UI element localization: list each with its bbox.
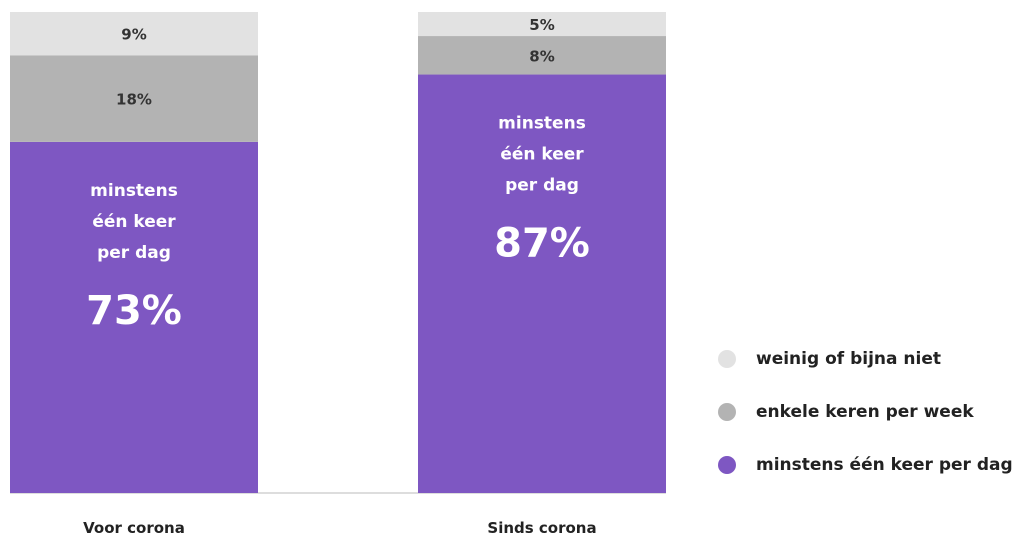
value-label-minstens-1: 73% bbox=[86, 288, 182, 334]
legend-swatch-enkele bbox=[718, 402, 736, 421]
bars: minstens één keer per dag 73% 18% 9% Voor coro… bbox=[10, 12, 666, 537]
value-label-weinig-2: 5% bbox=[529, 16, 554, 34]
value-label-minstens-2: 87% bbox=[494, 221, 590, 267]
segment-caption-line-1-1: minstens bbox=[90, 181, 178, 201]
category-label-1: Voor corona bbox=[83, 519, 185, 537]
bar-segment-minstens-1 bbox=[10, 141, 258, 493]
bar-segment-minstens-2 bbox=[418, 74, 666, 493]
segment-caption-line-2-3: per dag bbox=[505, 176, 579, 196]
legend-swatch-minstens bbox=[718, 455, 736, 474]
bar-segment-enkele-2 bbox=[418, 36, 666, 75]
segment-caption-line-2-1: minstens bbox=[498, 114, 586, 134]
category-label-2: Sinds corona bbox=[487, 519, 596, 537]
value-label-enkele-2: 8% bbox=[529, 47, 554, 65]
segment-caption-line-1-3: per dag bbox=[97, 243, 171, 263]
legend-label-weinig: weinig of bijna niet bbox=[756, 348, 941, 369]
value-label-enkele-1: 18% bbox=[116, 91, 152, 109]
legend-item-enkele: enkele keren per week bbox=[718, 399, 1013, 424]
legend: weinig of bijna niet enkele keren per we… bbox=[718, 346, 1013, 505]
legend-swatch-weinig bbox=[718, 349, 736, 368]
legend-label-minstens: minstens één keer per dag bbox=[756, 454, 1013, 475]
legend-label-enkele: enkele keren per week bbox=[756, 401, 974, 422]
bar-segment-enkele-1 bbox=[10, 55, 258, 142]
segment-caption-line-1-2: één keer bbox=[92, 212, 176, 232]
bar-segment-weinig-2 bbox=[418, 12, 666, 37]
value-label-weinig-1: 9% bbox=[121, 26, 146, 44]
legend-item-minstens: minstens één keer per dag bbox=[718, 452, 1013, 477]
segment-caption-line-2-2: één keer bbox=[500, 145, 584, 165]
bar-segment-weinig-1 bbox=[10, 12, 258, 56]
legend-item-weinig: weinig of bijna niet bbox=[718, 346, 1013, 371]
